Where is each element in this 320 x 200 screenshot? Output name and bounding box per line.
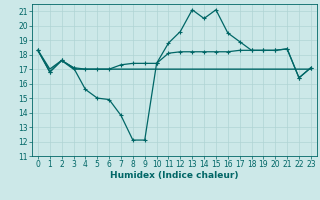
X-axis label: Humidex (Indice chaleur): Humidex (Indice chaleur)	[110, 171, 239, 180]
